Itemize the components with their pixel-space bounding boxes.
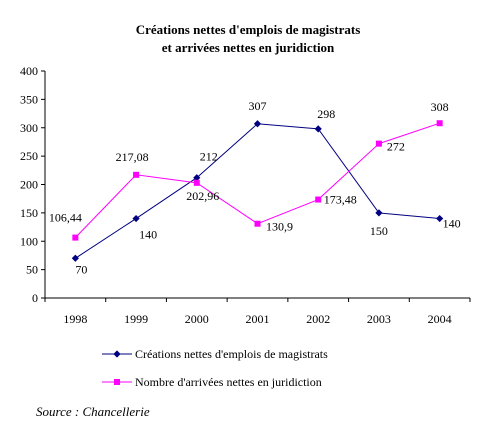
data-label: 150	[370, 224, 388, 238]
source-note: Source : Chancellerie	[36, 404, 150, 419]
y-tick-label: 0	[32, 291, 38, 305]
x-tick-label: 2001	[246, 312, 270, 326]
data-label: 202,96	[186, 189, 219, 203]
data-label: 308	[431, 100, 449, 114]
data-point	[193, 174, 201, 182]
y-tick-label: 250	[20, 149, 38, 163]
x-tick-label: 2002	[306, 312, 330, 326]
data-point	[253, 120, 262, 128]
data-point	[314, 125, 322, 133]
y-tick-label: 50	[26, 263, 38, 277]
data-label: 106,44	[49, 211, 82, 225]
data-label: 140	[139, 228, 157, 242]
legend-label: Nombre d'arrivées nettes en juridiction	[135, 375, 322, 389]
data-label: 272	[387, 140, 405, 154]
legend-label: Créations nettes d'emplois de magistrats	[135, 347, 328, 361]
y-tick-label: 300	[20, 121, 38, 135]
y-tick-label: 350	[20, 92, 38, 106]
data-point	[193, 179, 200, 186]
series-line	[74, 122, 440, 238]
data-label: 217,08	[116, 150, 149, 164]
legend: Créations nettes d'emplois de magistrats…	[102, 347, 328, 389]
plot-area: 0 50 100 150 200 250 300 350 400 1998 1999 2000 2001…	[20, 64, 471, 326]
y-tick-label: 400	[20, 64, 38, 78]
data-label: 307	[249, 99, 267, 113]
legend-marker	[113, 350, 121, 358]
data-point	[132, 214, 140, 223]
data-point	[72, 234, 79, 241]
y-tick-label: 150	[20, 206, 38, 220]
x-tick-label: 1998	[63, 312, 87, 326]
data-label: 298	[317, 107, 335, 121]
series-2: 106,44 217,08 202,96 130,9 173,48 272 308	[49, 100, 449, 241]
data-label: 70	[75, 262, 87, 276]
series-1: 70 140 212 307 298 150 140	[71, 99, 461, 276]
data-point	[436, 120, 443, 127]
legend-item-1: Créations nettes d'emplois de magistrats	[102, 347, 328, 361]
data-point	[315, 196, 322, 203]
x-tick-label: 2003	[367, 312, 391, 326]
data-point	[71, 254, 79, 262]
legend-marker	[114, 379, 120, 385]
data-label: 212	[200, 150, 218, 164]
chart-title-line-2: et arrivées nettes en juridiction	[162, 40, 335, 55]
x-tick-label: 2000	[185, 312, 209, 326]
y-tick-label: 200	[20, 178, 38, 192]
data-label: 173,48	[324, 193, 357, 207]
x-tick-label: 2004	[428, 312, 452, 326]
data-point	[375, 140, 382, 147]
data-label: 130,9	[266, 220, 293, 234]
data-point	[436, 214, 444, 223]
data-point	[375, 209, 383, 217]
legend-item-2: Nombre d'arrivées nettes en juridiction	[102, 375, 322, 389]
series-line	[75, 123, 440, 259]
data-point	[254, 220, 261, 227]
y-tick-label: 100	[20, 234, 38, 248]
chart-title-line-1: Créations nettes d'emplois de magistrats	[136, 22, 361, 37]
x-tick-label: 1999	[124, 312, 148, 326]
data-label: 140	[443, 217, 461, 231]
data-point	[133, 171, 140, 178]
